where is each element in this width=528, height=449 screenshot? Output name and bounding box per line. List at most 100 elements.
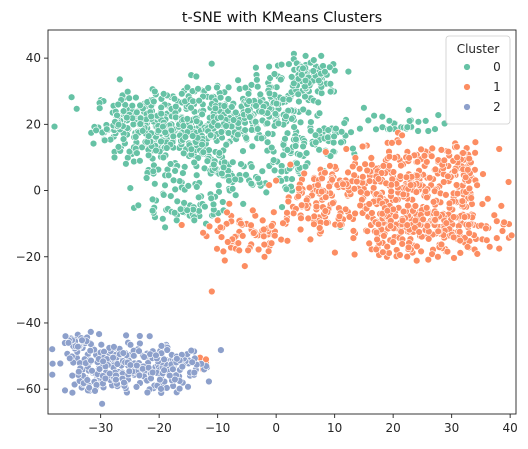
data-point [220, 102, 229, 110]
data-point [347, 128, 355, 136]
data-point [507, 231, 516, 240]
data-point [190, 368, 199, 377]
data-point [187, 104, 195, 112]
data-point [183, 206, 191, 214]
data-point [181, 163, 189, 171]
data-point [215, 149, 224, 157]
data-point [126, 361, 135, 369]
data-point [123, 113, 131, 122]
data-point [278, 203, 286, 211]
data-point [317, 52, 325, 60]
data-point [463, 243, 472, 251]
data-point [237, 220, 245, 228]
data-point [166, 160, 175, 168]
data-point [259, 216, 267, 225]
data-point [387, 187, 395, 196]
data-point [398, 240, 406, 248]
data-point [170, 95, 179, 103]
data-point [504, 178, 513, 186]
legend-title: Cluster [457, 42, 500, 56]
data-point [360, 104, 368, 112]
series-1 [178, 129, 516, 373]
data-point [493, 217, 501, 225]
data-point [163, 346, 171, 354]
data-point [86, 347, 95, 355]
data-point [387, 181, 396, 189]
data-point [424, 127, 432, 135]
data-point [421, 187, 430, 196]
data-point [178, 90, 186, 98]
x-tick-label: −10 [205, 421, 230, 435]
data-point [342, 145, 350, 153]
data-point [385, 117, 394, 125]
data-point [350, 185, 359, 193]
data-point [316, 224, 324, 232]
data-point [282, 185, 291, 193]
data-point [328, 176, 336, 184]
data-point [219, 198, 227, 206]
data-point [264, 129, 272, 138]
data-point [392, 196, 400, 204]
data-point [389, 238, 397, 246]
data-point [407, 181, 415, 189]
data-point [225, 177, 233, 185]
data-point [339, 180, 347, 188]
data-point [145, 132, 153, 140]
data-point [136, 332, 144, 340]
y-tick-label: −20 [16, 250, 41, 264]
data-point [85, 384, 93, 392]
data-point [440, 156, 448, 165]
data-point [388, 139, 396, 147]
legend-label: 2 [493, 100, 501, 114]
data-point [431, 216, 439, 224]
data-point [365, 200, 373, 208]
data-point [251, 118, 260, 126]
data-point [288, 175, 296, 183]
data-point [353, 177, 361, 186]
data-point [341, 205, 350, 214]
data-point [92, 126, 100, 135]
data-point [314, 181, 322, 189]
data-point [429, 198, 438, 206]
data-point [307, 127, 315, 135]
data-point [349, 234, 358, 242]
data-point [465, 229, 473, 237]
legend-marker [463, 83, 471, 91]
x-tick-label: −30 [88, 421, 113, 435]
data-point [248, 142, 257, 151]
data-point [213, 245, 221, 253]
data-point [272, 99, 281, 108]
legend-label: 0 [493, 60, 501, 74]
data-point [178, 221, 186, 229]
data-point [378, 112, 386, 121]
data-point [289, 209, 298, 218]
data-point [434, 111, 442, 119]
data-point [136, 101, 144, 110]
data-point [194, 85, 202, 93]
data-point [170, 209, 179, 217]
legend-box [445, 35, 511, 125]
data-point [351, 209, 359, 218]
data-point [231, 175, 239, 184]
data-point [56, 359, 64, 368]
data-point [301, 162, 310, 171]
data-point [68, 371, 77, 380]
data-point [140, 353, 148, 361]
data-point [136, 157, 144, 165]
data-point [183, 83, 192, 92]
data-point [166, 371, 174, 380]
data-point [218, 169, 226, 178]
data-point [495, 244, 503, 253]
data-point [302, 149, 311, 157]
data-point [486, 243, 494, 251]
legend: Cluster 0 1 2 [445, 35, 511, 125]
data-point [292, 135, 300, 144]
data-point [299, 105, 307, 114]
data-point [398, 131, 406, 140]
data-point [246, 113, 254, 121]
data-point [397, 161, 405, 170]
data-point [411, 202, 420, 210]
data-point [321, 207, 330, 215]
x-tick-label: −20 [146, 421, 171, 435]
data-point [157, 342, 166, 350]
